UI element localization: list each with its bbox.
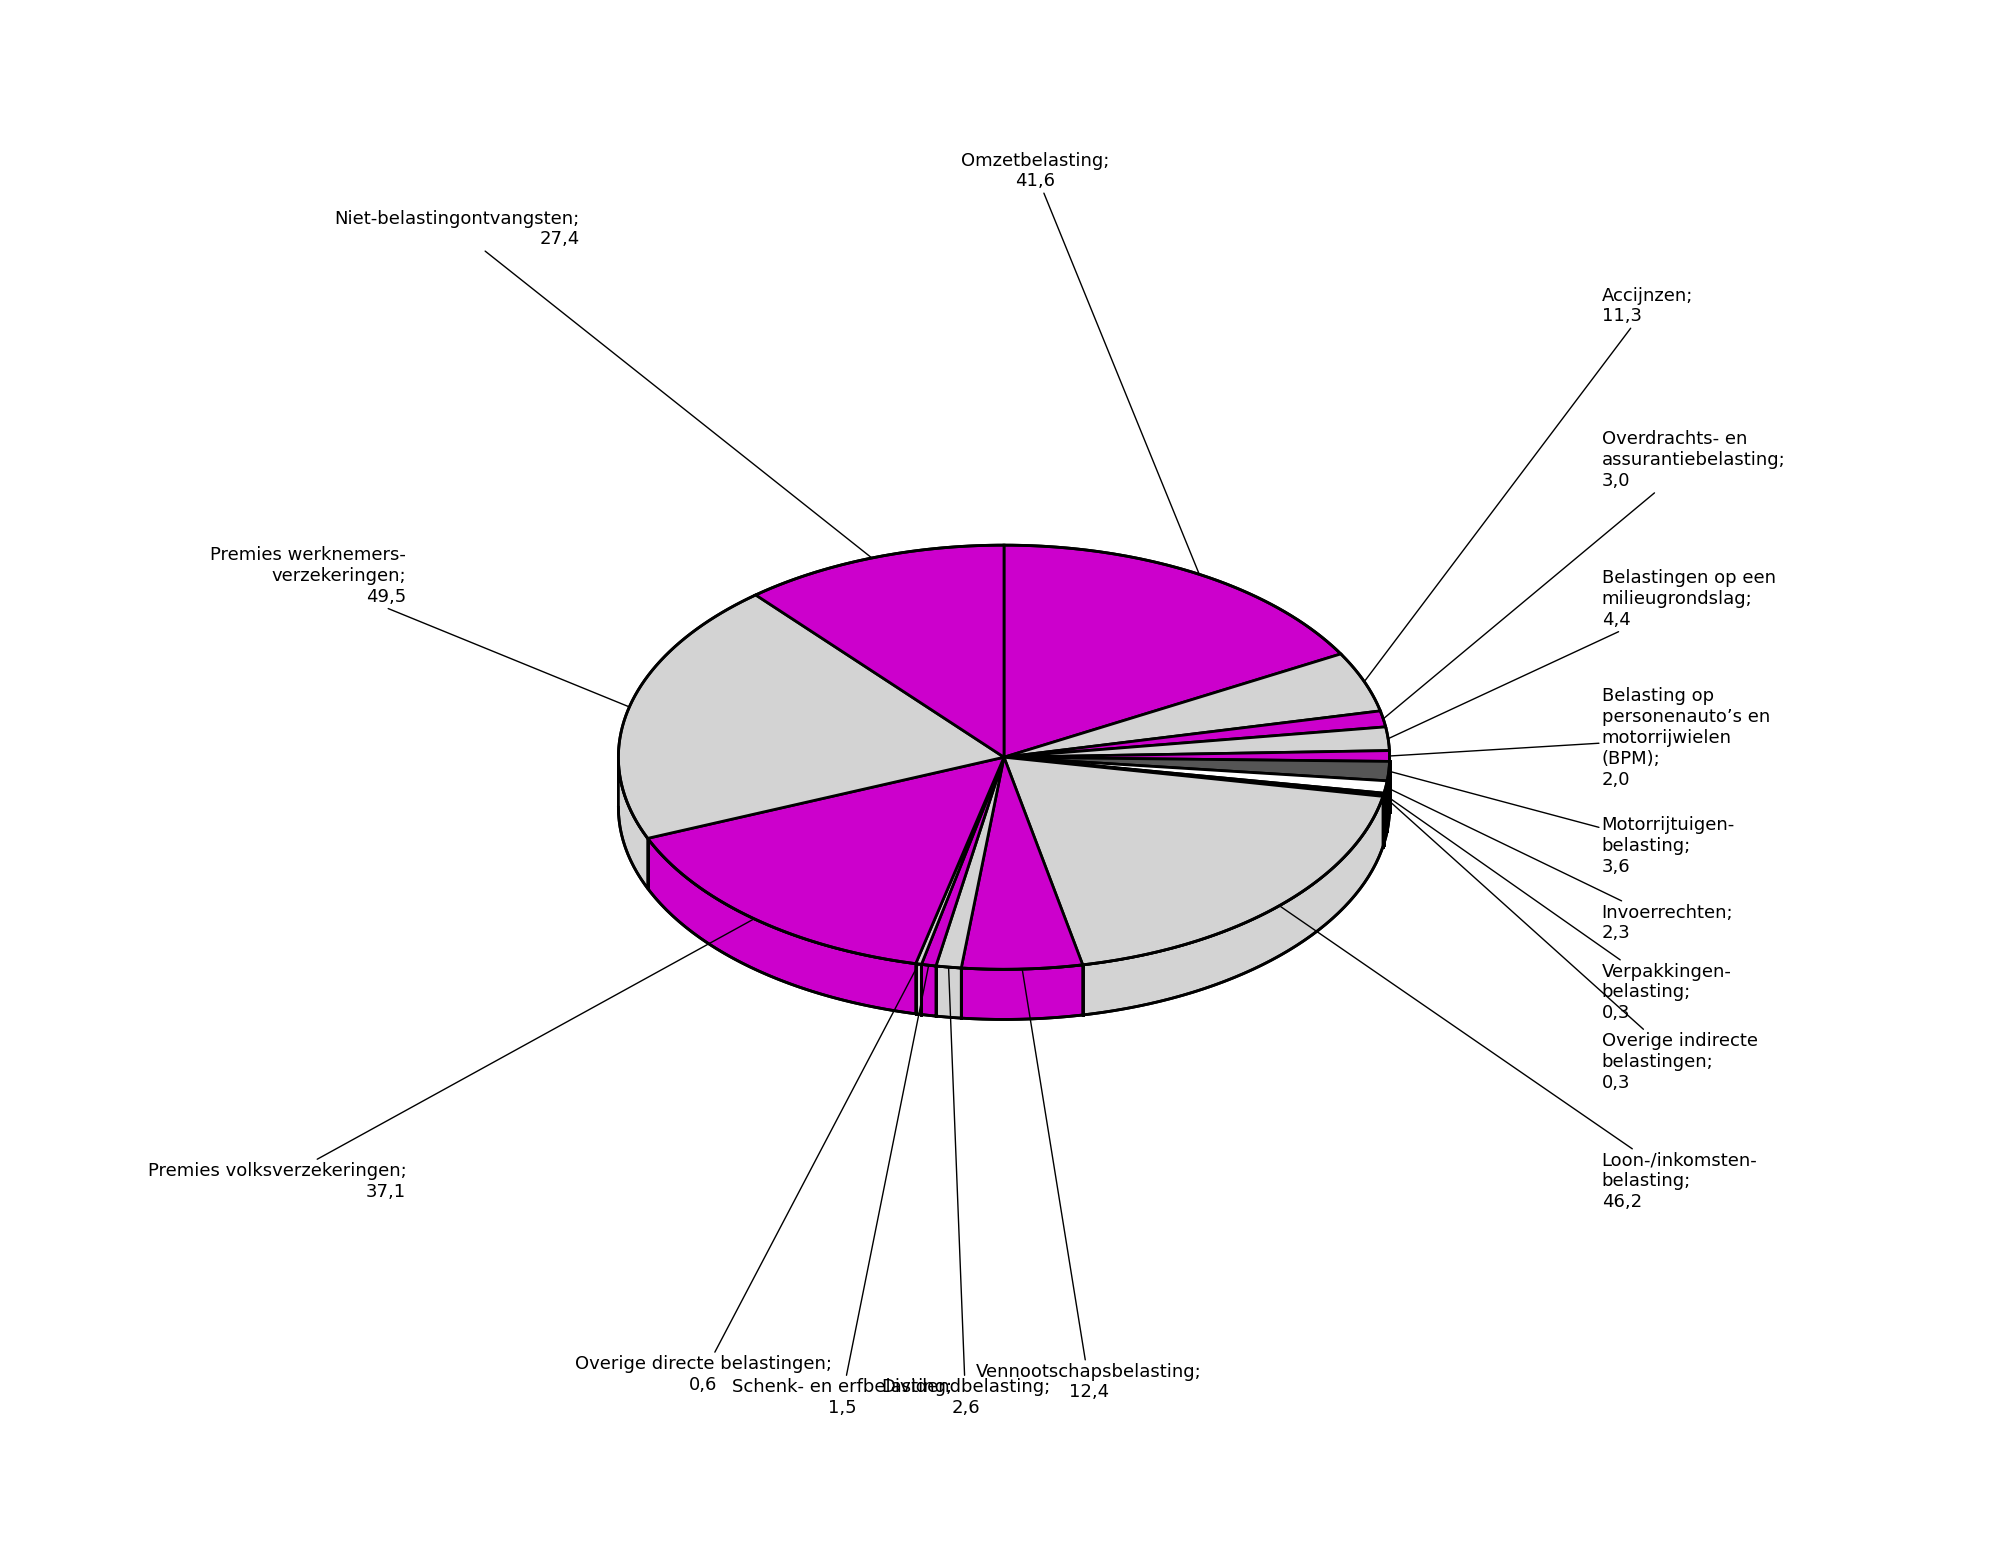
Polygon shape xyxy=(1004,758,1383,964)
Polygon shape xyxy=(1004,727,1389,758)
Text: Schenk- en erfbelasting;
1,5: Schenk- en erfbelasting; 1,5 xyxy=(733,966,951,1416)
Polygon shape xyxy=(1004,758,1383,797)
Polygon shape xyxy=(915,964,921,1014)
Polygon shape xyxy=(1004,545,1341,758)
Text: Dividendbelasting;
2,6: Dividendbelasting; 2,6 xyxy=(881,968,1050,1416)
Polygon shape xyxy=(1082,797,1383,1016)
Polygon shape xyxy=(921,964,935,1016)
Text: Verpakkingen-
belasting;
0,3: Verpakkingen- belasting; 0,3 xyxy=(1383,794,1730,1022)
Polygon shape xyxy=(935,966,961,1019)
Polygon shape xyxy=(648,758,1004,964)
Polygon shape xyxy=(618,759,648,888)
Polygon shape xyxy=(961,964,1082,1019)
Polygon shape xyxy=(1004,750,1389,761)
Polygon shape xyxy=(648,839,915,1014)
Polygon shape xyxy=(755,545,1004,758)
Text: Belasting op
personenauto’s en
motorrijwielen
(BPM);
2,0: Belasting op personenauto’s en motorrijw… xyxy=(1389,688,1768,789)
Polygon shape xyxy=(1387,761,1389,831)
Polygon shape xyxy=(961,758,1082,969)
Polygon shape xyxy=(915,758,1004,964)
Polygon shape xyxy=(1004,654,1379,758)
Text: Overige directe belastingen;
0,6: Overige directe belastingen; 0,6 xyxy=(574,964,917,1393)
Text: Niet-belastingontvangsten;
27,4: Niet-belastingontvangsten; 27,4 xyxy=(335,210,871,558)
Text: Motorrijtuigen-
belasting;
3,6: Motorrijtuigen- belasting; 3,6 xyxy=(1389,772,1734,876)
Polygon shape xyxy=(1004,758,1383,795)
Text: Overige indirecte
belastingen;
0,3: Overige indirecte belastingen; 0,3 xyxy=(1383,795,1756,1092)
Text: Vennootschapsbelasting;
12,4: Vennootschapsbelasting; 12,4 xyxy=(975,969,1200,1401)
Polygon shape xyxy=(1004,758,1389,781)
Text: Premies werknemers-
verzekeringen;
49,5: Premies werknemers- verzekeringen; 49,5 xyxy=(211,547,628,707)
Polygon shape xyxy=(618,595,1004,839)
Polygon shape xyxy=(921,758,1004,966)
Text: Belastingen op een
milieugrondslag;
4,4: Belastingen op een milieugrondslag; 4,4 xyxy=(1387,570,1774,739)
Text: Invoerrechten;
2,3: Invoerrechten; 2,3 xyxy=(1385,787,1732,943)
Text: Premies volksverzekeringen;
37,1: Premies volksverzekeringen; 37,1 xyxy=(147,919,755,1200)
Polygon shape xyxy=(1004,711,1385,758)
Text: Accijnzen;
11,3: Accijnzen; 11,3 xyxy=(1363,287,1692,682)
Polygon shape xyxy=(935,758,1004,968)
Text: Overdrachts- en
assurantiebelasting;
3,0: Overdrachts- en assurantiebelasting; 3,0 xyxy=(1383,430,1784,719)
Text: Loon-/inkomsten-
belasting;
46,2: Loon-/inkomsten- belasting; 46,2 xyxy=(1278,905,1756,1211)
Text: Omzetbelasting;
41,6: Omzetbelasting; 41,6 xyxy=(959,152,1198,575)
Polygon shape xyxy=(1004,758,1387,794)
Polygon shape xyxy=(1383,781,1387,843)
